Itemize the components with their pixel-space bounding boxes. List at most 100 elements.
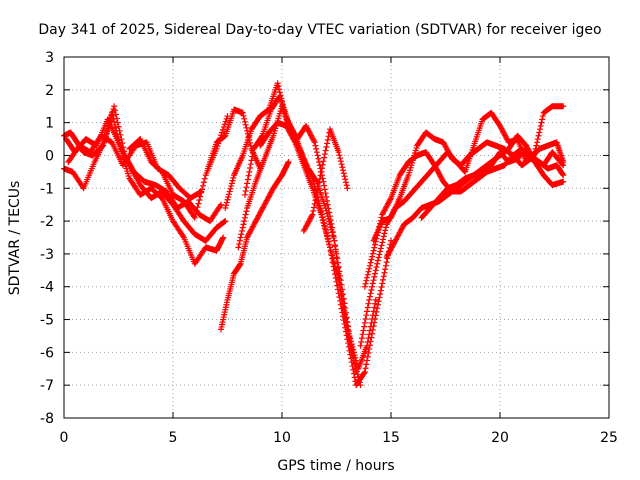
series-5 (126, 113, 231, 221)
data-point-fill (198, 189, 205, 196)
data-point (329, 224, 336, 231)
data-point-fill (228, 183, 235, 190)
x-tick-label: 5 (169, 430, 178, 446)
data-point-fill (325, 238, 332, 245)
data-point-fill (377, 248, 384, 255)
data-point-fill (364, 308, 371, 315)
data-point-fill (315, 155, 322, 162)
series-11 (257, 119, 360, 376)
data-point-fill (539, 113, 546, 120)
y-tick-label: -1 (40, 181, 54, 197)
data-point (560, 178, 567, 185)
data-point (374, 257, 381, 264)
data-point-fill (312, 142, 319, 149)
data-point (372, 296, 379, 303)
data-point-fill (361, 319, 368, 326)
y-tick-label: -7 (40, 378, 54, 394)
data-point-fill (199, 186, 206, 193)
data-point-fill (247, 142, 254, 149)
series-13 (357, 103, 567, 349)
data-point-fill (362, 280, 369, 287)
y-tick-label: -3 (40, 247, 54, 263)
data-point-fill (242, 188, 249, 195)
data-point-fill (321, 222, 328, 229)
data-point-fill (242, 121, 249, 128)
x-tick-label: 0 (60, 430, 69, 446)
data-point-fill (329, 252, 336, 259)
data-point-fill (349, 349, 356, 356)
data-point (364, 342, 371, 349)
data-point-fill (351, 361, 358, 368)
data-point-fill (328, 249, 335, 256)
data-point-fill (275, 83, 282, 90)
data-point-fill (314, 186, 321, 193)
data-point-fill (201, 175, 208, 182)
data-point-fill (316, 175, 323, 182)
data-point-fill (536, 126, 543, 133)
data-point-fill (365, 268, 372, 275)
data-point-fill (348, 342, 355, 349)
chart-title: Day 341 of 2025, Sidereal Day-to-day VTE… (38, 22, 601, 38)
data-point-fill (247, 165, 254, 172)
data-point-fill (363, 361, 370, 368)
data-point-fill (340, 170, 347, 177)
data-point (222, 218, 229, 225)
data-point-fill (380, 233, 387, 240)
data-point-fill (240, 221, 247, 228)
data-point-fill (332, 263, 339, 270)
data-point-fill (559, 161, 566, 168)
data-point-fill (238, 231, 245, 238)
data-point-fill (365, 300, 372, 307)
data-point-fill (537, 122, 544, 129)
data-point-fill (363, 277, 370, 284)
data-point-fill (244, 176, 251, 183)
data-point-fill (338, 292, 345, 299)
data-point-fill (336, 152, 343, 159)
data-point-fill (378, 242, 385, 249)
y-tick-label: 1 (45, 116, 54, 132)
data-point-fill (337, 155, 344, 162)
data-point-fill (322, 227, 329, 234)
data-point-fill (330, 233, 337, 240)
data-point-fill (368, 319, 375, 326)
data-point-fill (374, 301, 381, 308)
data-point-fill (323, 194, 330, 201)
data-points (61, 80, 567, 389)
data-point-fill (326, 209, 333, 216)
data-point-fill (382, 266, 389, 273)
data-point-fill (236, 241, 243, 248)
axis-ticks: 0 5 10 15 20 25 -8 -7 -6 -5 -4 -3 -2 -1 0 1 2 3 (40, 50, 618, 446)
data-point (560, 162, 567, 169)
data-point-fill (328, 220, 335, 227)
data-point-fill (337, 288, 344, 295)
data-point-fill (311, 200, 318, 207)
x-tick-label: 10 (273, 430, 291, 446)
data-point-fill (372, 270, 379, 277)
data-point (560, 103, 567, 110)
data-point-fill (321, 154, 328, 161)
data-point-fill (103, 130, 110, 137)
data-point-fill (113, 115, 120, 122)
data-point (318, 211, 325, 218)
data-point-fill (332, 246, 339, 253)
series-4 (65, 132, 205, 202)
data-point (320, 178, 327, 185)
data-point-fill (114, 119, 121, 126)
data-point-fill (329, 255, 336, 262)
data-point-fill (376, 251, 383, 258)
data-point-fill (322, 147, 329, 154)
data-point-fill (380, 273, 387, 280)
data-point-fill (341, 307, 348, 314)
data-point-fill (312, 197, 319, 204)
data-point-fill (327, 247, 334, 254)
data-point-fill (310, 207, 317, 214)
data-point-fill (368, 287, 375, 294)
data-point-fill (370, 277, 377, 284)
data-point (274, 80, 281, 87)
data-point-fill (241, 218, 248, 225)
data-point-fill (326, 213, 333, 220)
data-point-fill (356, 376, 363, 383)
data-point-fill (372, 300, 379, 307)
data-point-fill (358, 335, 365, 342)
data-point-fill (337, 284, 344, 291)
